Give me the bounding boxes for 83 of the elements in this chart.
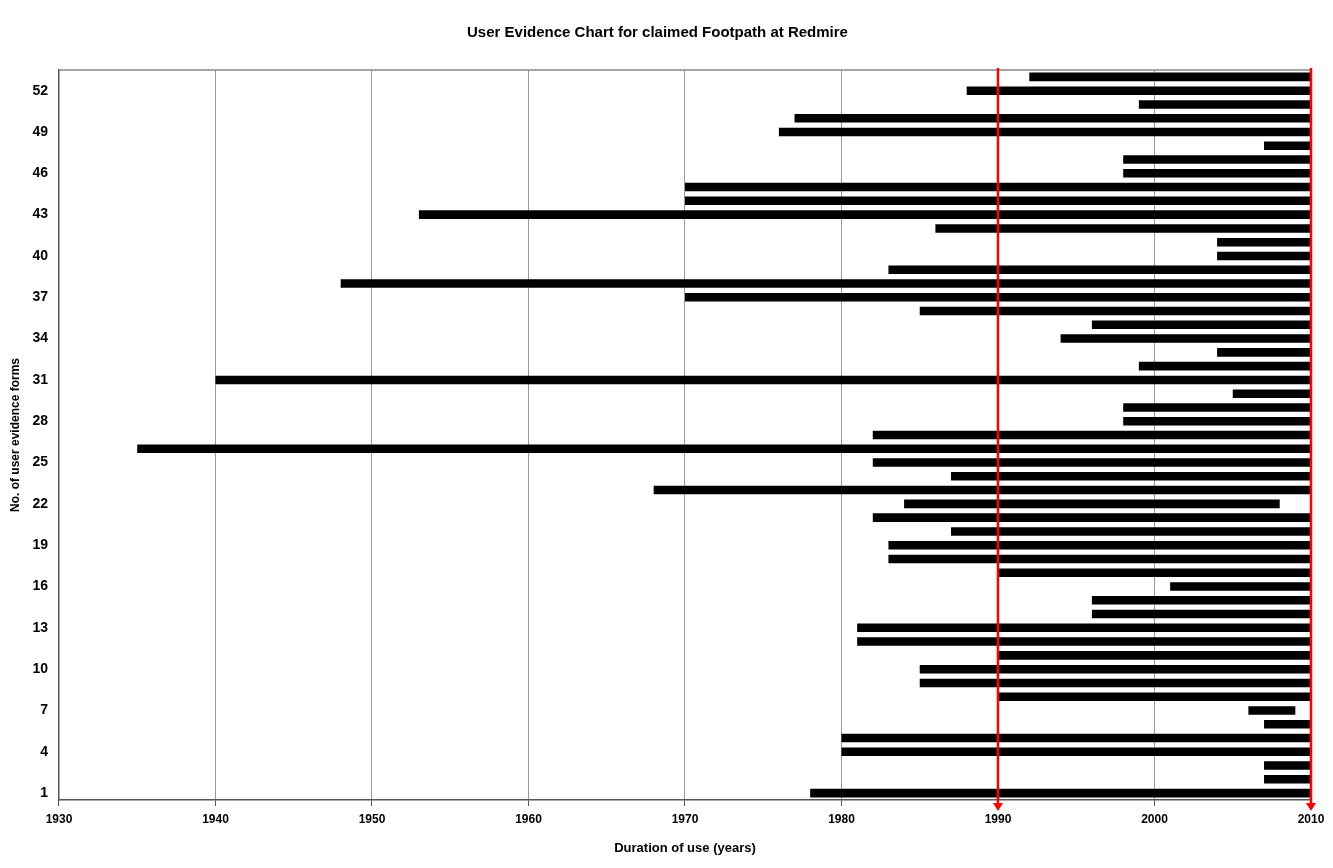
bar [1091,596,1311,605]
bar [997,568,1311,578]
y-tick-label: 10 [32,660,49,677]
bar [888,265,1311,274]
bar [997,651,1311,660]
bar [872,458,1311,467]
x-tick-label: 1970 [671,811,699,826]
bar [1123,416,1311,426]
y-tick-label: 22 [32,494,49,511]
bar [340,279,1311,288]
bar [1264,775,1311,784]
bar [857,637,1311,646]
bar [1264,761,1311,770]
y-tick-label: 25 [32,453,49,470]
bar [1029,72,1311,82]
bar [1123,403,1311,412]
bar [919,306,1311,316]
y-tick-label: 46 [32,164,49,181]
bar [966,86,1311,95]
bar [904,499,1280,509]
bar [684,182,1311,192]
bar [1091,320,1311,330]
bar [684,292,1311,302]
bar [1138,100,1311,109]
x-tick-label: 1940 [202,811,230,826]
bar [1217,348,1311,357]
bar [951,527,1311,536]
y-tick-label: 4 [40,742,49,759]
bar [888,540,1311,550]
x-tick-label: 1930 [45,811,73,826]
bar [1060,334,1311,343]
y-axis-title: No. of user evidence forms [7,357,22,513]
bar [1248,706,1296,715]
y-tick-label: 37 [32,288,49,305]
x-tick-label: 1950 [358,811,386,826]
bar [857,623,1311,633]
bar [1170,582,1311,591]
y-tick-label: 19 [32,536,49,553]
bar [1217,237,1311,247]
bar [872,430,1311,440]
bar [1138,361,1311,371]
bar [872,513,1311,522]
bar [1123,155,1311,164]
bar [418,210,1311,219]
bar [653,485,1311,495]
y-tick-label: 7 [40,701,49,718]
y-tick-label: 13 [32,618,49,635]
x-tick-label: 1960 [515,811,543,826]
bar [1123,169,1311,178]
y-tick-label: 49 [32,122,49,139]
bar [919,664,1311,674]
bar [1232,389,1311,398]
x-tick-label: 2000 [1141,811,1169,826]
bar [951,472,1311,481]
bar [684,196,1311,206]
y-tick-label: 16 [32,577,49,594]
bar [215,375,1311,385]
bar [997,692,1311,701]
y-tick-label: 43 [32,205,49,222]
y-tick-label: 28 [32,412,49,429]
y-tick-label: 52 [32,81,49,98]
bar [1264,719,1311,729]
chart-title: User Evidence Chart for claimed Footpath at Redmire [467,23,848,41]
bar [778,127,1311,137]
x-tick-label: 1990 [984,811,1012,826]
bar [841,747,1311,757]
y-tick-label: 1 [40,783,49,800]
x-tick-label: 1980 [828,811,856,826]
bar [137,444,1311,454]
bar [841,733,1311,743]
x-tick-label: 2010 [1297,811,1325,826]
bar [1091,609,1311,619]
x-axis-title: Duration of use (years) [614,839,756,855]
bar [1217,251,1311,261]
bar [810,788,1311,798]
y-tick-label: 31 [32,370,49,387]
y-tick-label: 40 [32,246,49,263]
bar [794,113,1311,123]
y-tick-label: 34 [32,329,49,346]
bar [888,554,1311,564]
bar [919,678,1311,688]
bar [935,224,1311,233]
bar [1264,141,1311,151]
